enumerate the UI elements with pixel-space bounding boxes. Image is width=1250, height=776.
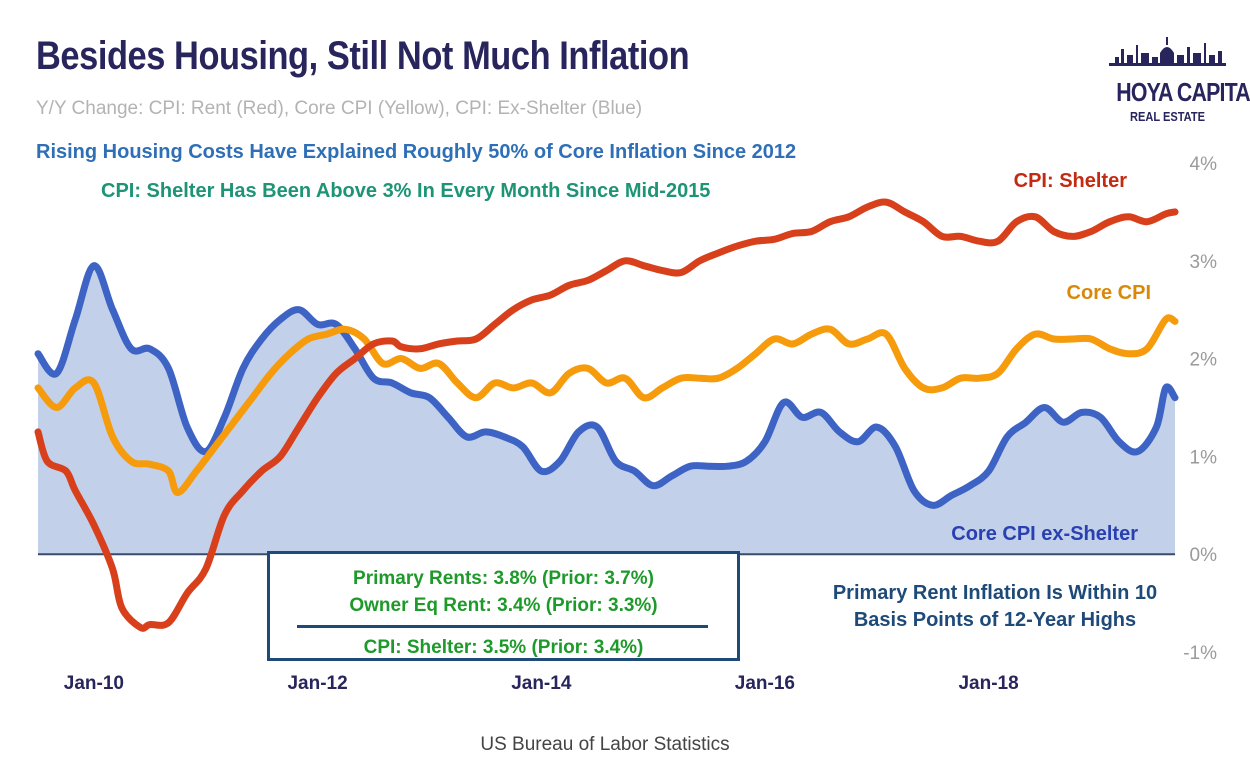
- callout-cpi-shelter: CPI: Shelter: 3.5% (Prior: 3.4%): [363, 637, 644, 658]
- ex-shelter-area-layer: [38, 265, 1175, 555]
- x-tick-label: Jan-12: [287, 673, 347, 694]
- series-label-core: Core CPI: [1067, 282, 1151, 304]
- x-tick-label: Jan-10: [64, 673, 124, 694]
- x-tick-label: Jan-18: [958, 673, 1018, 694]
- x-tick-label: Jan-14: [511, 673, 572, 694]
- rent-highs-line-2: Basis Points of 12-Year Highs: [853, 609, 1137, 631]
- shelter-annotation: CPI: Shelter Has Been Above 3% In Every …: [101, 180, 711, 202]
- series-line-shelter: [34, 198, 1179, 632]
- series-area-ex-shelter: [38, 265, 1175, 555]
- series-label-shelter: CPI: Shelter: [1014, 170, 1128, 192]
- y-tick-label: 2%: [1190, 350, 1218, 371]
- logo-text-sub: REAL ESTATE: [1130, 109, 1205, 124]
- chart-subtitle: Y/Y Change: CPI: Rent (Red), Core CPI (Y…: [36, 98, 643, 119]
- rent-highs-annotation: Primary Rent Inflation Is Within 10 Basi…: [800, 580, 1190, 634]
- y-tick-label: 0%: [1190, 545, 1218, 566]
- skyline-icon: [1109, 37, 1226, 66]
- y-tick-label: 3%: [1190, 252, 1218, 273]
- y-tick-label: 1%: [1190, 447, 1218, 468]
- series-lines-layer: [34, 198, 1179, 632]
- series-line-core: [34, 314, 1179, 497]
- series-line-ex-shelter: [34, 262, 1179, 509]
- callout-divider: [297, 625, 708, 628]
- source-footer: US Bureau of Labor Statistics: [480, 734, 730, 755]
- logo-text-main: HOYA CAPITAL: [1116, 77, 1250, 107]
- series-label-ex-shelter: Core CPI ex-Shelter: [951, 523, 1138, 545]
- rent-highs-line-1: Primary Rent Inflation Is Within 10: [832, 582, 1158, 604]
- y-tick-label: -1%: [1183, 643, 1217, 664]
- callout-primary-rents: Primary Rents: 3.8% (Prior: 3.7%): [353, 568, 654, 589]
- housing-annotation: Rising Housing Costs Have Explained Roug…: [36, 141, 797, 163]
- callout-owner-eq-rent: Owner Eq Rent: 3.4% (Prior: 3.3%): [349, 595, 658, 616]
- y-tick-label: 4%: [1190, 154, 1218, 175]
- axis-tick-labels: 4% 3% 2% 1% 0% -1% Jan-10 Jan-12 Jan-14 Jan-16 Jan…: [64, 154, 1217, 694]
- rent-stats-callout: Primary Rents: 3.8% (Prior: 3.7%) Owner …: [267, 551, 740, 661]
- hoya-capital-logo: HOYA CAPITAL REAL ESTATE: [1105, 35, 1250, 130]
- x-tick-label: Jan-16: [735, 673, 795, 694]
- chart-title: Besides Housing, Still Not Much Inflatio…: [36, 34, 690, 78]
